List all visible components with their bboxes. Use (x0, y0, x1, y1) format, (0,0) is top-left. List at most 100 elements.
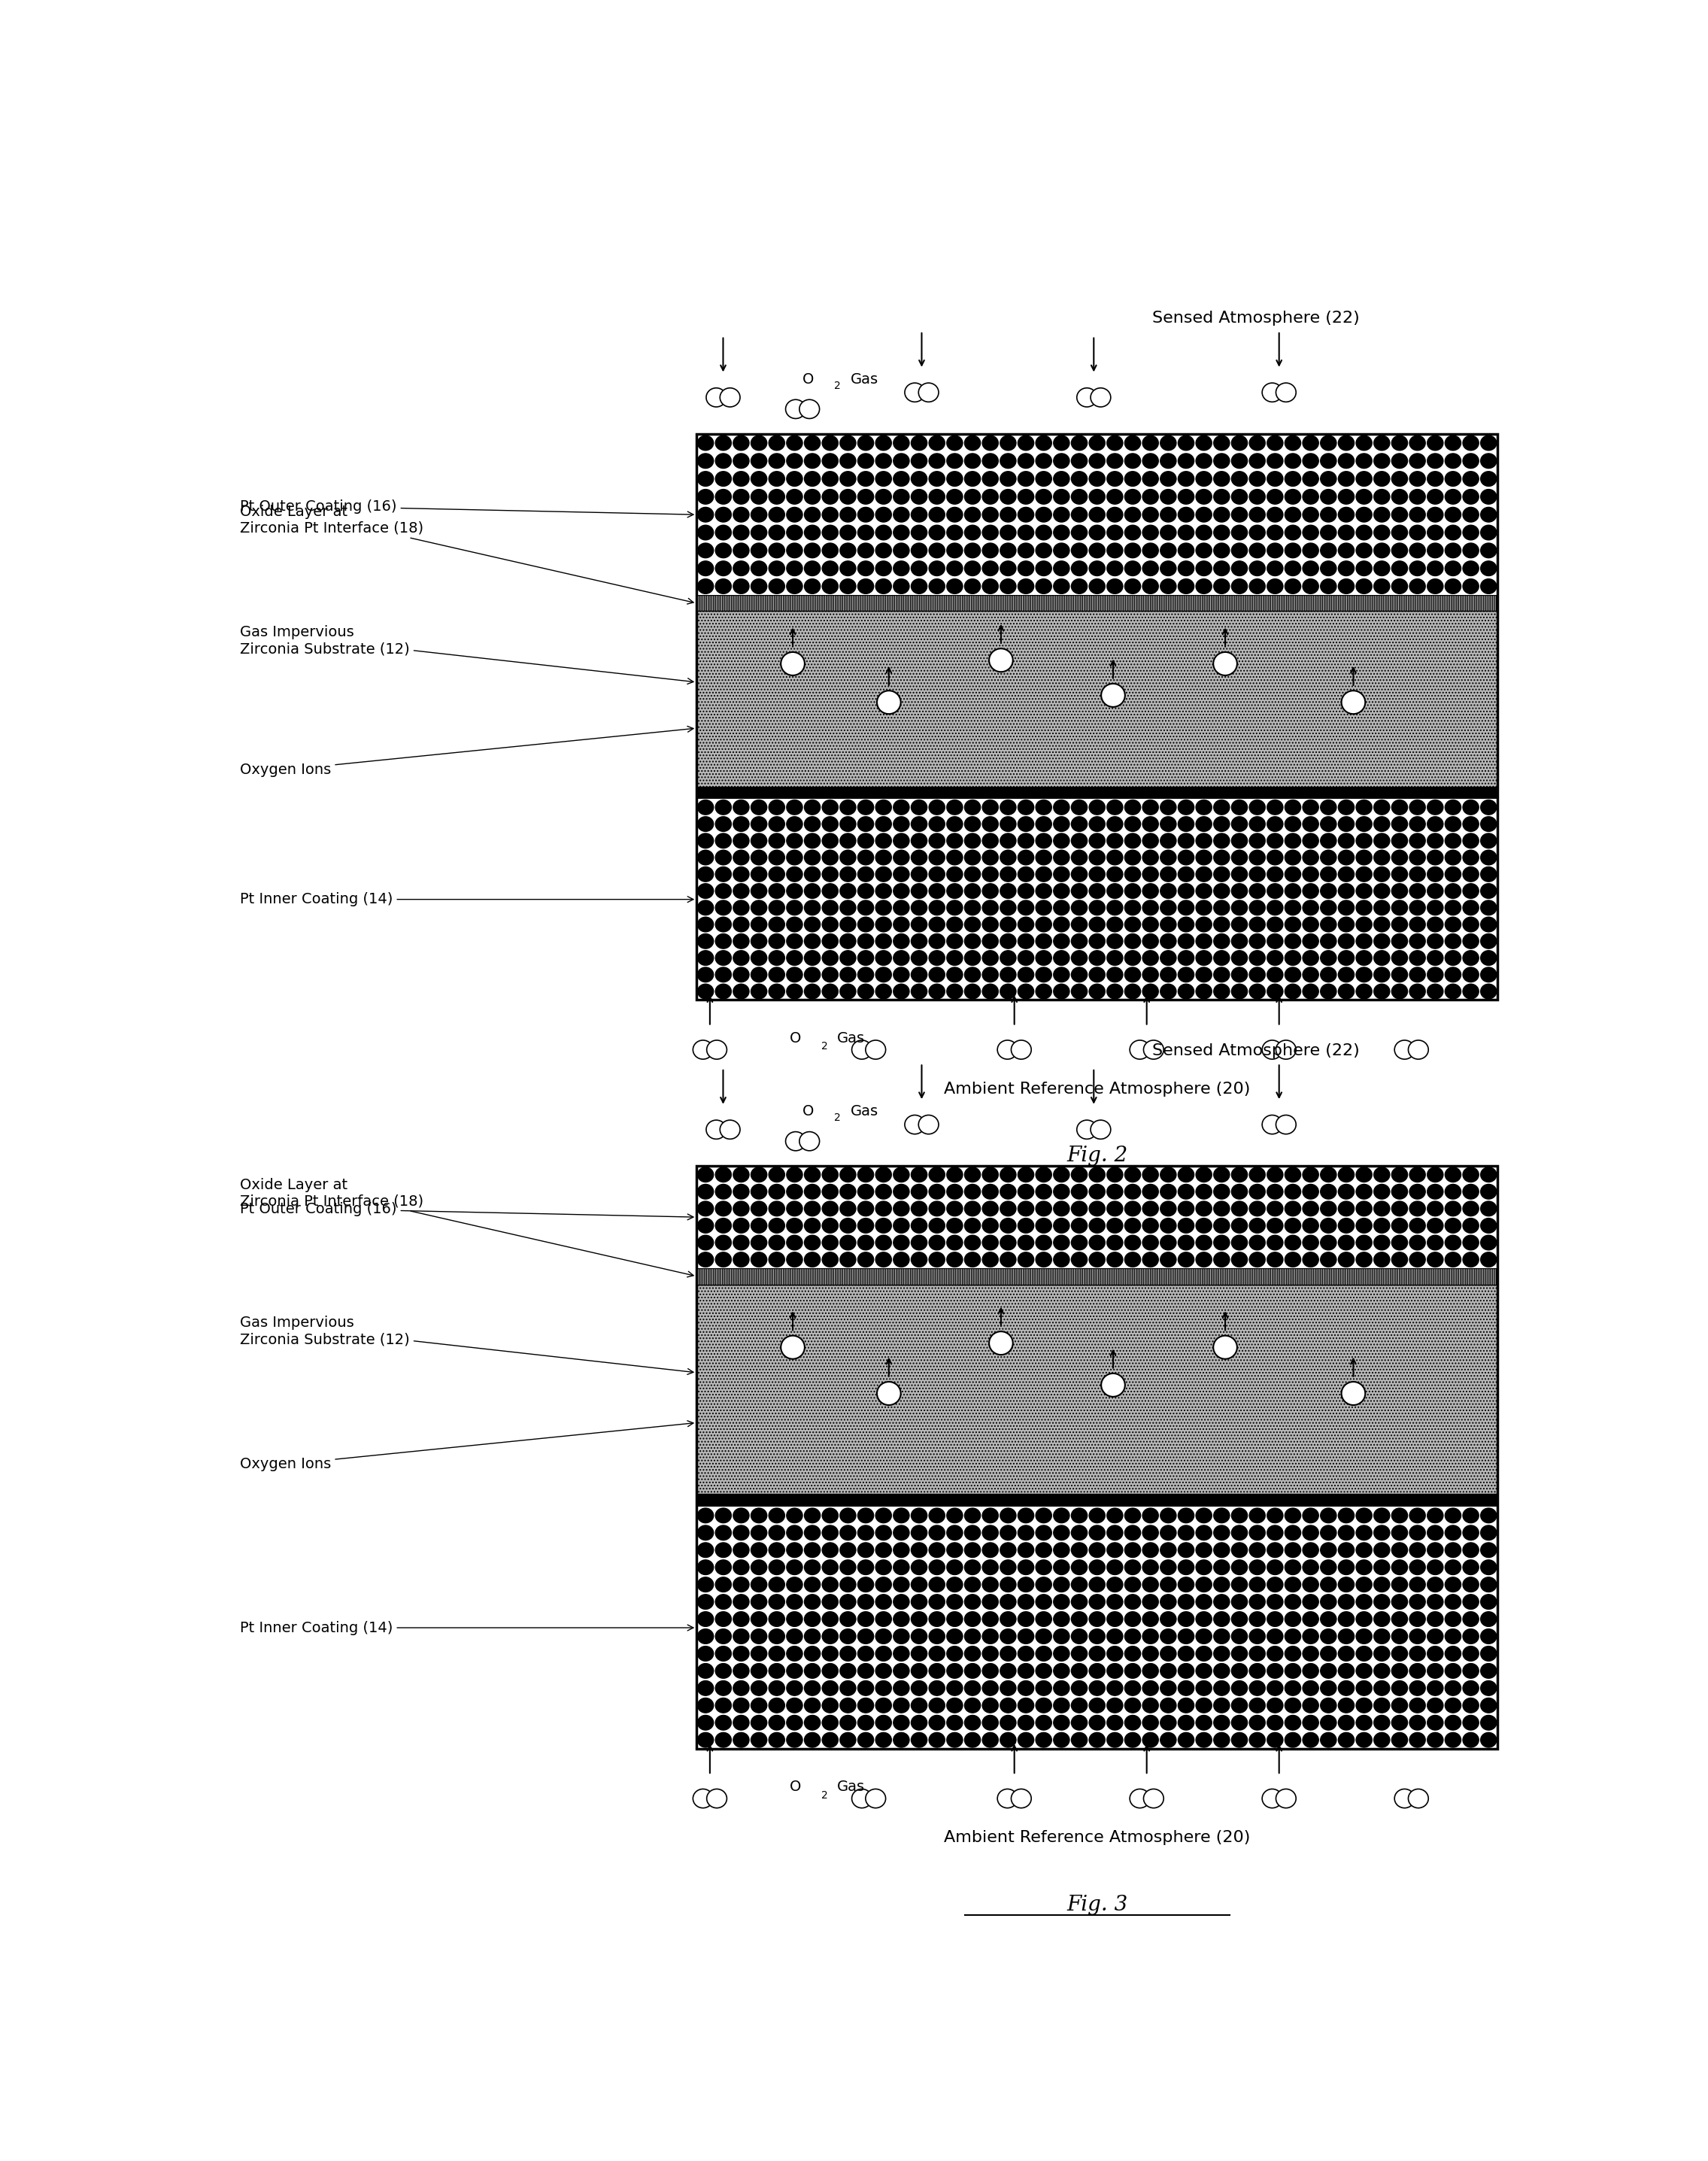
Ellipse shape (1231, 488, 1247, 504)
Ellipse shape (982, 1716, 997, 1731)
Ellipse shape (1303, 1629, 1319, 1645)
Ellipse shape (857, 951, 874, 966)
Ellipse shape (965, 901, 980, 914)
Ellipse shape (1339, 1508, 1354, 1524)
Ellipse shape (1001, 454, 1016, 469)
Ellipse shape (876, 1381, 900, 1405)
Ellipse shape (1196, 1167, 1211, 1182)
Ellipse shape (752, 934, 767, 949)
Ellipse shape (1018, 542, 1033, 558)
Ellipse shape (1428, 1167, 1443, 1182)
Ellipse shape (1339, 1664, 1354, 1679)
Ellipse shape (1481, 562, 1496, 575)
Ellipse shape (1090, 1681, 1105, 1696)
Ellipse shape (733, 525, 750, 540)
Ellipse shape (752, 916, 767, 931)
Ellipse shape (1373, 983, 1390, 998)
Ellipse shape (1373, 1716, 1390, 1731)
Ellipse shape (965, 562, 980, 575)
Ellipse shape (1071, 454, 1088, 469)
Bar (697, 434, 1498, 594)
Ellipse shape (1481, 454, 1496, 469)
Ellipse shape (929, 1681, 945, 1696)
Ellipse shape (1143, 1560, 1158, 1575)
Ellipse shape (1090, 1612, 1105, 1627)
Ellipse shape (893, 983, 909, 998)
Ellipse shape (1231, 849, 1247, 864)
Ellipse shape (804, 1595, 820, 1610)
Ellipse shape (1196, 1733, 1211, 1748)
Ellipse shape (697, 849, 714, 864)
Ellipse shape (787, 901, 803, 914)
Bar (697, 787, 1498, 800)
Ellipse shape (852, 1789, 871, 1809)
Ellipse shape (1445, 1629, 1460, 1645)
Ellipse shape (1035, 542, 1052, 558)
Ellipse shape (1303, 1184, 1319, 1199)
Ellipse shape (1071, 1236, 1088, 1249)
Ellipse shape (1001, 834, 1016, 847)
Ellipse shape (1090, 1236, 1105, 1249)
Ellipse shape (733, 562, 750, 575)
Text: Oxide Layer at
Zirconia Pt Interface (18): Oxide Layer at Zirconia Pt Interface (18… (239, 504, 693, 605)
Ellipse shape (1107, 1526, 1122, 1541)
Ellipse shape (1107, 1612, 1122, 1627)
Ellipse shape (769, 454, 784, 469)
Ellipse shape (946, 1202, 963, 1217)
Ellipse shape (982, 1543, 997, 1558)
Ellipse shape (1018, 1664, 1033, 1679)
Ellipse shape (1143, 1595, 1158, 1610)
Ellipse shape (1196, 454, 1211, 469)
Ellipse shape (1428, 1647, 1443, 1662)
Ellipse shape (929, 800, 945, 815)
Ellipse shape (1231, 983, 1247, 998)
Ellipse shape (1160, 471, 1177, 486)
Ellipse shape (733, 934, 750, 949)
Ellipse shape (822, 1560, 839, 1575)
Ellipse shape (1107, 1699, 1122, 1714)
Ellipse shape (804, 579, 820, 594)
Ellipse shape (1462, 1716, 1479, 1731)
Ellipse shape (946, 1508, 963, 1524)
Ellipse shape (1107, 983, 1122, 998)
Ellipse shape (697, 1664, 714, 1679)
Ellipse shape (1320, 901, 1336, 914)
Ellipse shape (716, 1219, 731, 1234)
Ellipse shape (946, 542, 963, 558)
Ellipse shape (1445, 983, 1460, 998)
Ellipse shape (1284, 1664, 1301, 1679)
Ellipse shape (769, 800, 784, 815)
Ellipse shape (1214, 454, 1230, 469)
Ellipse shape (733, 800, 750, 815)
Ellipse shape (1373, 1543, 1390, 1558)
Ellipse shape (716, 901, 731, 914)
Ellipse shape (1143, 1508, 1158, 1524)
Ellipse shape (1481, 1184, 1496, 1199)
Ellipse shape (1196, 884, 1211, 899)
Ellipse shape (1231, 1543, 1247, 1558)
Ellipse shape (1481, 1526, 1496, 1541)
Ellipse shape (804, 1508, 820, 1524)
Ellipse shape (1303, 1167, 1319, 1182)
Ellipse shape (1054, 1612, 1069, 1627)
Ellipse shape (1124, 916, 1141, 931)
Ellipse shape (1462, 562, 1479, 575)
Ellipse shape (1214, 1681, 1230, 1696)
Ellipse shape (1356, 1560, 1372, 1575)
Ellipse shape (1284, 454, 1301, 469)
Ellipse shape (716, 471, 731, 486)
Ellipse shape (733, 471, 750, 486)
Ellipse shape (1054, 884, 1069, 899)
Ellipse shape (822, 849, 839, 864)
Ellipse shape (965, 916, 980, 931)
Ellipse shape (1196, 1681, 1211, 1696)
Ellipse shape (769, 579, 784, 594)
Ellipse shape (1373, 562, 1390, 575)
Ellipse shape (1001, 437, 1016, 449)
Ellipse shape (1356, 934, 1372, 949)
Ellipse shape (1356, 454, 1372, 469)
Ellipse shape (752, 867, 767, 882)
Ellipse shape (1231, 542, 1247, 558)
Ellipse shape (1196, 1251, 1211, 1266)
Ellipse shape (1462, 901, 1479, 914)
